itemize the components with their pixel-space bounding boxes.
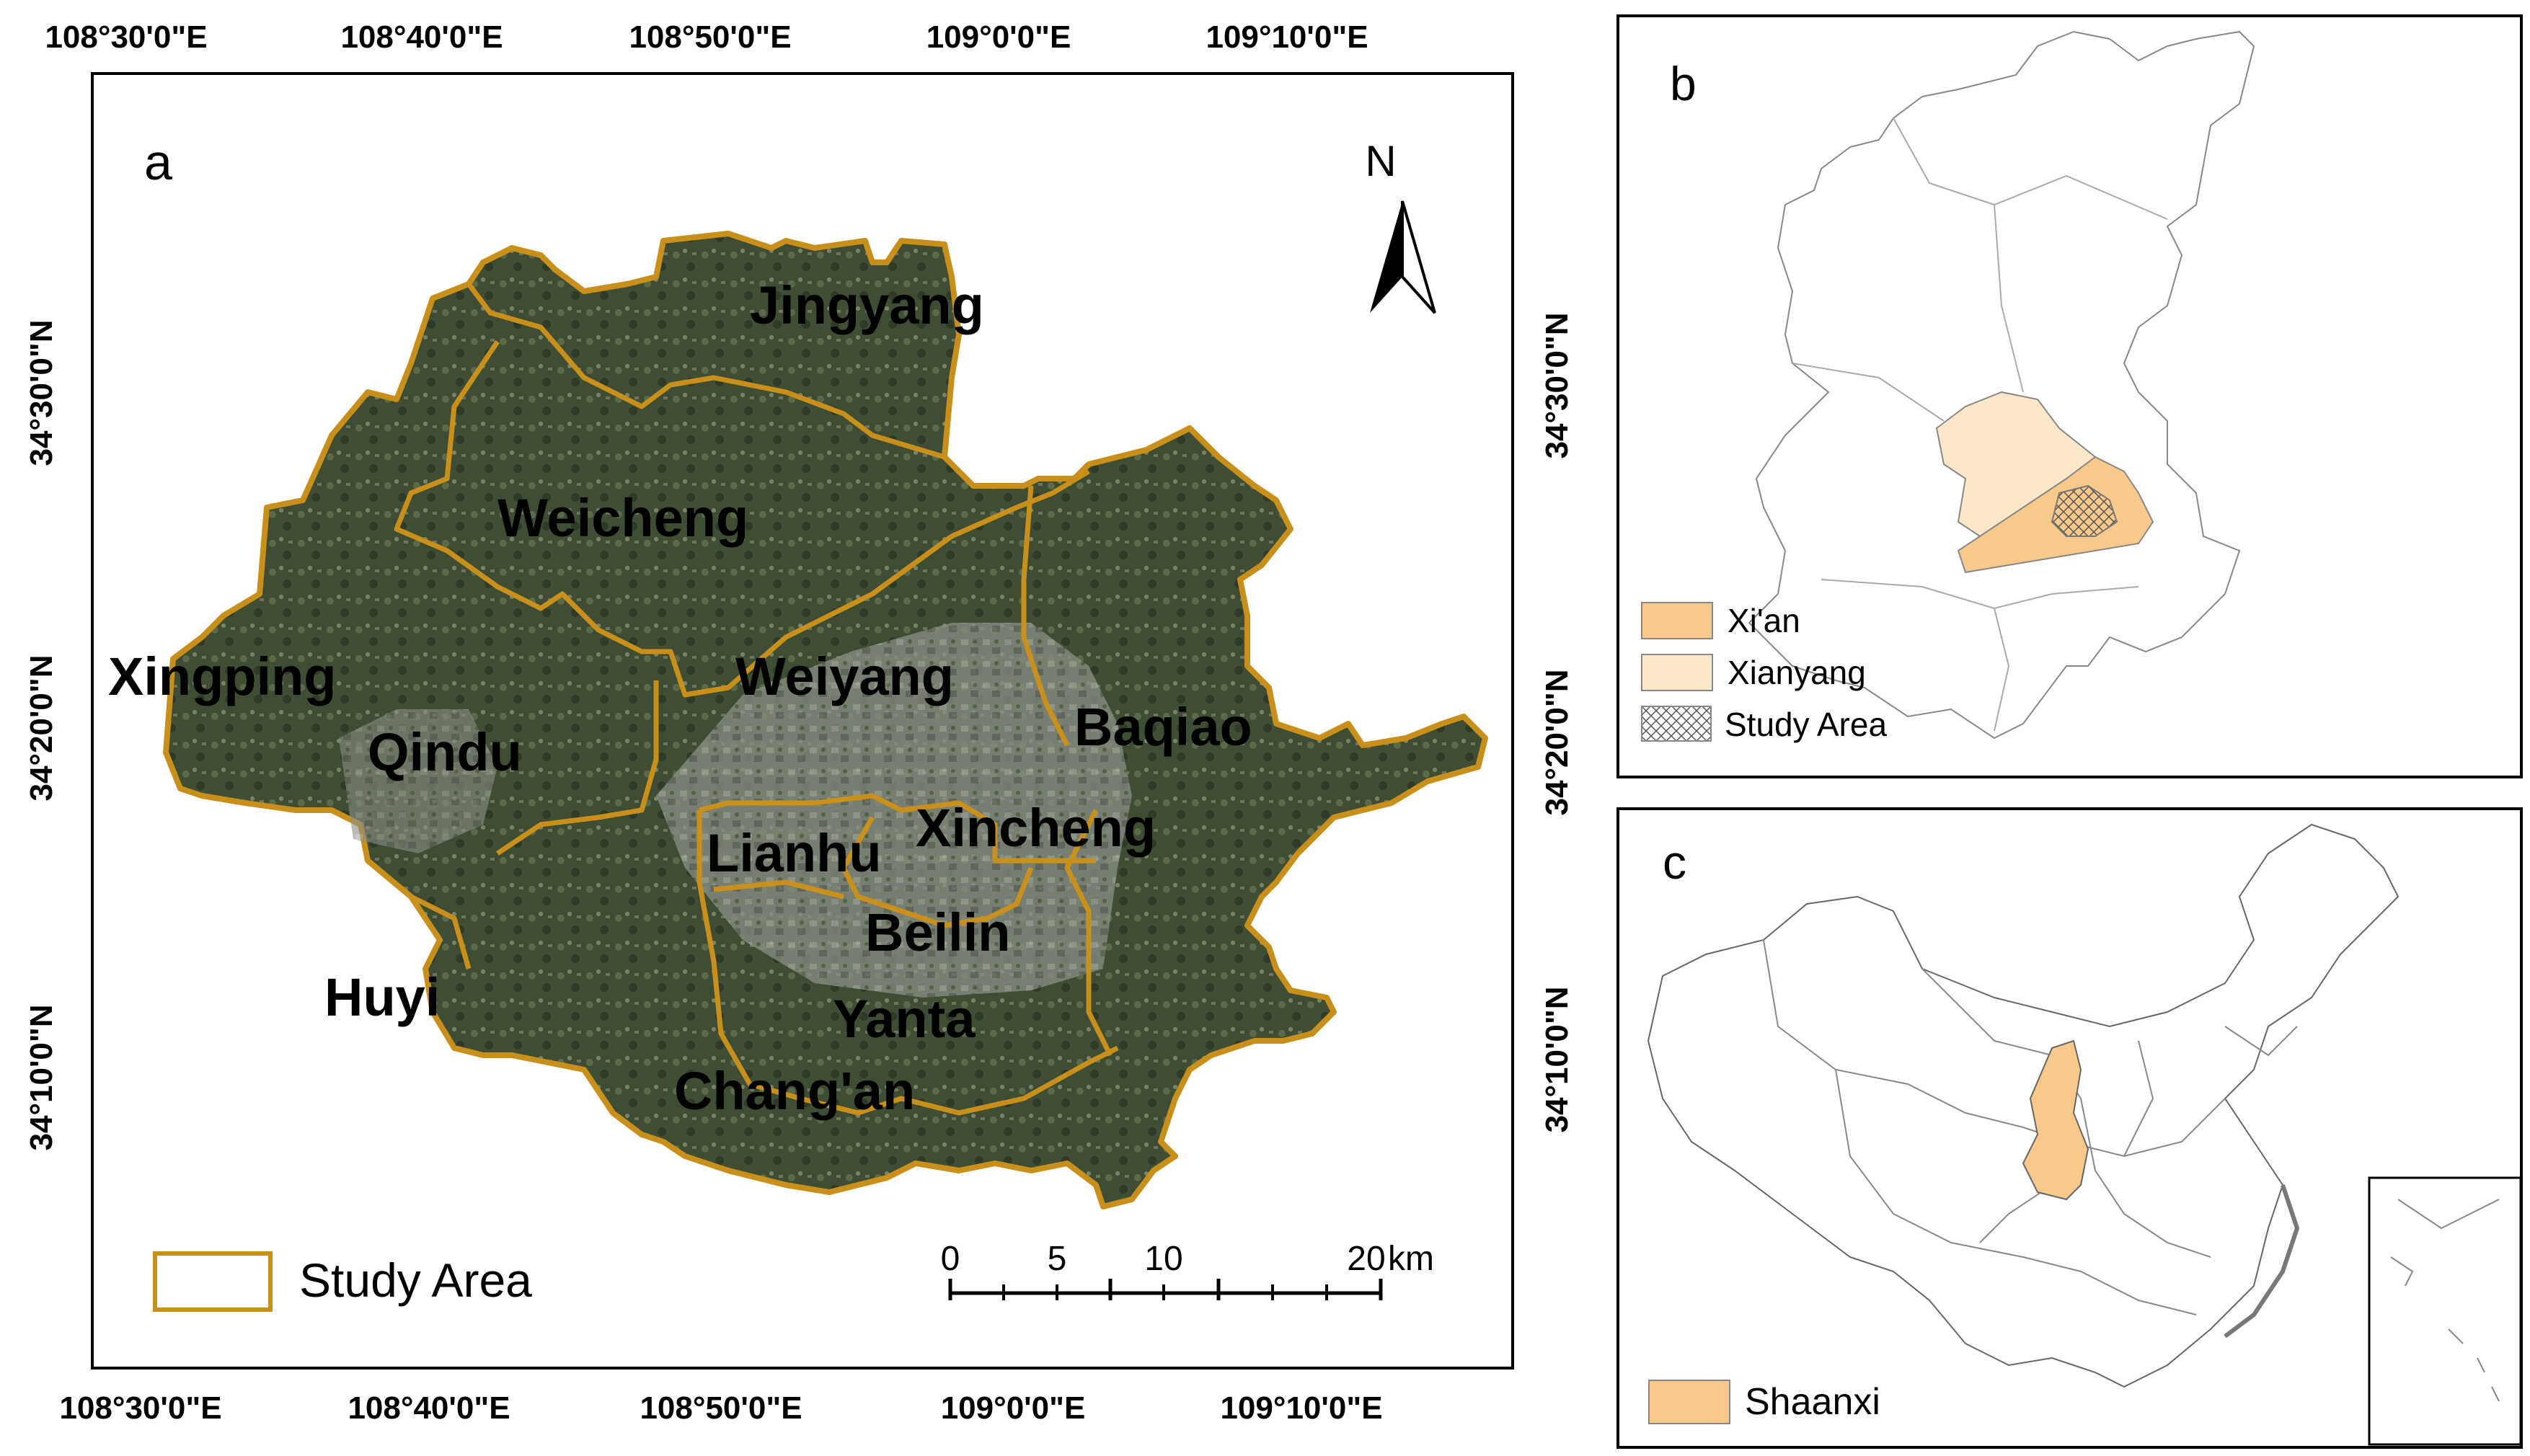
shaanxi-region xyxy=(2022,1039,2089,1201)
coastline xyxy=(2224,1184,2300,1339)
top-lon-label-2: 108°40'0"E xyxy=(340,19,503,55)
district-label-weiyang: Weiyang xyxy=(735,647,954,706)
district-label-beilin: Beilin xyxy=(865,902,1010,962)
qindu-urban xyxy=(339,709,497,853)
district-label-xincheng: Xincheng xyxy=(916,798,1156,858)
legend-study-area-swatch xyxy=(153,1251,273,1312)
bottom-lon-label-1: 108°30'0"E xyxy=(59,1390,222,1426)
left-lat-label-3: 34°10'0"N xyxy=(24,1004,59,1151)
scale-unit: km xyxy=(1388,1240,1434,1278)
study-area-map: Jingyang Weicheng Xingping Weiyang Qindu… xyxy=(108,134,1488,1312)
legend-studyarea-label: Study Area xyxy=(1725,706,1888,743)
top-lon-label-5: 109°10'0"E xyxy=(1206,19,1368,55)
legend-xianyang-label: Xianyang xyxy=(1728,654,1866,691)
internal-boundaries xyxy=(1792,117,2168,732)
legend-xianyang-row: Xianyang xyxy=(1641,653,1866,692)
district-label-huyi: Huyi xyxy=(324,967,440,1027)
legend-xian-swatch xyxy=(1641,602,1713,639)
legend-study-area-label: Study Area xyxy=(299,1253,532,1307)
district-label-xingping: Xingping xyxy=(108,647,337,706)
north-label: N xyxy=(1365,137,1396,185)
china-outline xyxy=(1647,823,2399,1388)
district-label-lianhu: Lianhu xyxy=(707,823,882,883)
right-lat-label-1: 34°30'0"N xyxy=(1539,312,1575,459)
legend-xian-row: Xi'an xyxy=(1641,601,1800,640)
china-map: c xyxy=(1647,823,2520,1446)
legend-shaanxi-swatch xyxy=(1648,1380,1730,1424)
district-label-changan: Chang'an xyxy=(674,1061,915,1121)
bottom-lon-label-2: 108°40'0"E xyxy=(348,1390,510,1426)
top-lon-label-4: 109°0'0"E xyxy=(926,19,1071,55)
district-boundaries xyxy=(394,282,1119,1116)
legend-shaanxi-label: Shaanxi xyxy=(1745,1381,1880,1423)
district-label-qindu: Qindu xyxy=(368,722,522,782)
panel-a-letter: a xyxy=(144,134,172,190)
panel-c-letter: c xyxy=(1663,835,1686,889)
bottom-lon-label-3: 108°50'0"E xyxy=(640,1390,802,1426)
shaanxi-map: b xyxy=(1670,30,2255,740)
legend-studyarea-row: Study Area xyxy=(1641,705,1887,744)
scale-tick-10: 10 xyxy=(1144,1240,1182,1278)
panel-a-map: Jingyang Weicheng Xingping Weiyang Qindu… xyxy=(91,72,1514,1370)
panel-b-letter: b xyxy=(1670,57,1697,110)
study-area-hatch xyxy=(2051,484,2118,537)
right-lat-label-3: 34°10'0"N xyxy=(1539,986,1575,1133)
north-arrow-icon: N xyxy=(1365,137,1436,314)
district-label-baqiao: Baqiao xyxy=(1074,697,1252,757)
legend-xianyang-swatch xyxy=(1641,654,1713,691)
inset-islands xyxy=(2390,1199,2500,1402)
scale-tick-20: 20 xyxy=(1347,1240,1385,1278)
left-lat-label-1: 34°30'0"N xyxy=(24,319,59,466)
legend-studyarea-swatch xyxy=(1641,706,1712,742)
bottom-lon-label-5: 109°10'0"E xyxy=(1220,1390,1383,1426)
district-label-jingyang: Jingyang xyxy=(750,275,984,335)
scale-tick-5: 5 xyxy=(1048,1240,1067,1278)
legend-shaanxi-row: Shaanxi xyxy=(1648,1380,1880,1424)
legend-xian-label: Xi'an xyxy=(1728,602,1800,639)
panel-c-map: c Shaanxi xyxy=(1616,807,2523,1449)
top-lon-label-1: 108°30'0"E xyxy=(45,19,208,55)
right-lat-label-2: 34°20'0"N xyxy=(1539,669,1575,816)
district-label-weicheng: Weicheng xyxy=(497,488,748,548)
panel-b-map: b Xi'an Xianyang Study Area xyxy=(1616,14,2523,778)
bottom-lon-label-4: 109°0'0"E xyxy=(940,1390,1086,1426)
district-label-yanta: Yanta xyxy=(833,989,976,1049)
left-lat-label-2: 34°20'0"N xyxy=(24,654,59,802)
south-china-sea-inset xyxy=(2368,1176,2520,1446)
shaanxi-outline xyxy=(1748,30,2255,740)
scale-bar: 0 5 10 20 km xyxy=(941,1240,1434,1300)
top-lon-label-3: 108°50'0"E xyxy=(629,19,792,55)
scale-tick-0: 0 xyxy=(941,1240,960,1278)
